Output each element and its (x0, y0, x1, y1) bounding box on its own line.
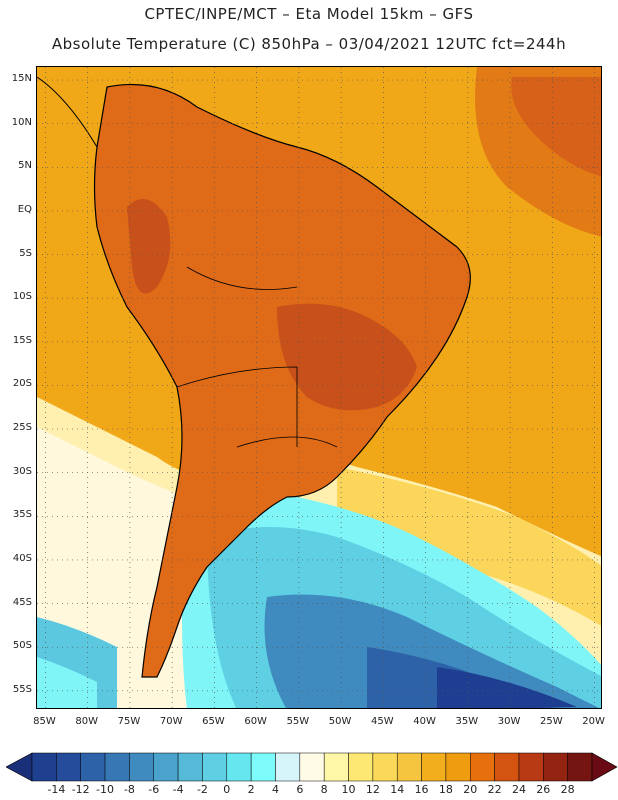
colorbar-tick-label: -2 (196, 783, 208, 796)
yellow-se-zone (337, 467, 601, 626)
lon-tick-label: 70W (159, 716, 183, 727)
temperature-colorbar (6, 752, 618, 782)
colorbar-cell (104, 752, 130, 782)
colorbar-cell (80, 752, 106, 782)
colorbar-cell (31, 752, 57, 782)
cold-blue-zone (264, 594, 599, 708)
colorbar-tick-label: 28 (560, 783, 575, 796)
lon-tick-label: 45W (371, 716, 394, 727)
lat-tick-label: 50S (12, 640, 32, 652)
lon-tick-label: 85W (33, 716, 56, 727)
lon-tick-label: 30W (497, 716, 521, 727)
lat-tick-label: 10N (11, 116, 32, 128)
colorbar-cell (129, 752, 154, 782)
colorbar-tick-label: 4 (271, 783, 279, 796)
colorbar-tick-label: -14 (47, 783, 66, 796)
land-hot-zone (94, 84, 471, 677)
lon-tick-label: 35W (455, 716, 479, 727)
temperature-map (36, 66, 602, 709)
lat-tick-label: 55S (12, 683, 32, 695)
colorbar-cell (177, 752, 203, 782)
lat-tick-label: 25S (12, 422, 32, 434)
lat-tick-label: EQ (17, 203, 32, 215)
country-borders (176, 266, 338, 448)
map-canvas (37, 67, 601, 708)
colorbar-cell (202, 752, 228, 782)
colorbar-cell (56, 752, 81, 782)
lat-tick-label: 35S (12, 509, 32, 521)
colorbar-cell (348, 752, 374, 782)
land-hotter-zone (277, 303, 417, 411)
lat-tick-label: 40S (12, 552, 32, 564)
lat-lon-grid (37, 67, 601, 708)
lat-tick-label: 45S (12, 596, 32, 608)
lon-tick-label: 65W (202, 716, 225, 727)
cold-navy-zone (437, 667, 577, 708)
colorbar-cell (494, 752, 520, 782)
colorbar-min-arrow (6, 752, 33, 782)
colorbar-cell (153, 752, 179, 782)
colorbar-cell (421, 752, 447, 782)
colorbar-tick-label: 22 (487, 783, 502, 796)
continent-coastline (93, 84, 471, 678)
colorbar-tick-label: -6 (148, 783, 160, 796)
lon-tick-label: 40W (413, 716, 436, 727)
colorbar-tick-label: -10 (96, 783, 115, 796)
colorbar-cell (226, 752, 252, 782)
colorbar-tick-label: 2 (247, 783, 255, 796)
colorbar-tick-label: 24 (511, 783, 526, 796)
lat-tick-label: 10S (12, 291, 32, 303)
map-title-line1: CPTEC/INPE/MCT – Eta Model 15km – GFS (144, 5, 474, 23)
map-title-line2: Absolute Temperature (C) 850hPa – 03/04/… (51, 35, 567, 53)
colorbar-cell (567, 752, 593, 782)
colorbar-cell (299, 752, 325, 782)
colorbar-tick-label: 12 (365, 783, 380, 796)
lon-tick-label: 80W (75, 716, 98, 727)
andes-hot-zone (127, 199, 171, 294)
lat-tick-label: 20S (12, 378, 32, 390)
colorbar-max-arrow (591, 752, 618, 782)
colorbar-tick-label: -12 (71, 783, 90, 796)
colorbar-tick-label: 14 (390, 783, 405, 796)
lon-tick-label: 60W (244, 716, 267, 727)
colorbar-tick-label: -4 (172, 783, 184, 796)
colorbar-tick-label: 20 (463, 783, 478, 796)
colorbar-tick-label: 16 (414, 783, 429, 796)
lat-tick-label: 15N (11, 73, 32, 85)
colorbar-tick-label: 8 (320, 783, 328, 796)
colorbar-cell (470, 752, 495, 782)
colorbar-tick-label: 18 (438, 783, 453, 796)
lat-tick-label: 30S (12, 465, 32, 477)
sw-cyan-zone (37, 657, 97, 708)
colorbar-tick-label: 0 (223, 783, 231, 796)
lat-tick-label: 15S (12, 334, 32, 346)
colorbar-tick-label: 10 (341, 783, 356, 796)
colorbar-cell (372, 752, 398, 782)
colorbar-cell (518, 752, 544, 782)
colorbar-cell (396, 752, 422, 782)
colorbar-cell (275, 752, 301, 782)
colorbar-tick-label: 26 (536, 783, 551, 796)
ne-hot-zone (511, 77, 601, 177)
lon-tick-label: 50W (328, 716, 352, 727)
colorbar-cell (543, 752, 568, 782)
lat-tick-label: 5N (18, 160, 32, 172)
central-america-coast (37, 76, 98, 148)
lon-tick-label: 25W (540, 716, 563, 727)
colorbar-cell (250, 752, 276, 782)
lon-tick-label: 55W (286, 716, 310, 727)
lon-tick-label: 75W (117, 716, 141, 727)
lon-tick-label: 20W (582, 716, 605, 727)
colorbar-tick-label: -8 (123, 783, 135, 796)
lat-tick-label: 5S (19, 247, 32, 259)
colorbar-cell (323, 752, 349, 782)
colorbar-tick-label: 6 (296, 783, 304, 796)
colorbar-cell (445, 752, 471, 782)
